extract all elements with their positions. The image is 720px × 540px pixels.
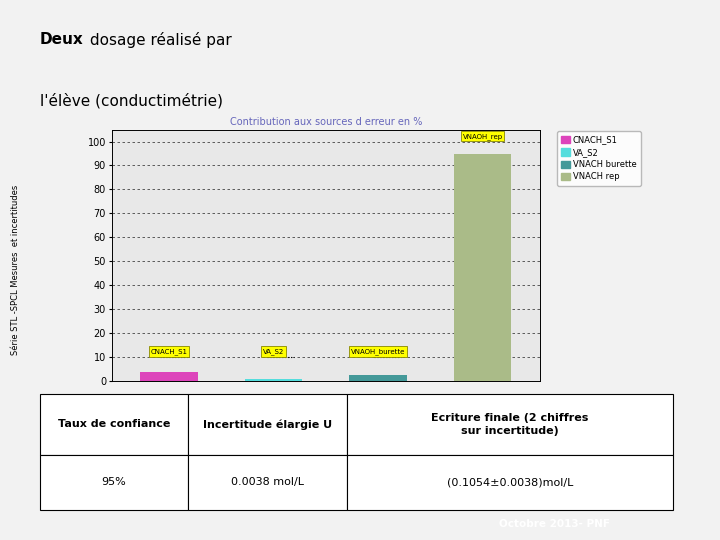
Text: VNAOH_rep: VNAOH_rep bbox=[462, 133, 503, 140]
Text: CNACH_S1: CNACH_S1 bbox=[150, 348, 188, 355]
Text: l'élève (conductimétrie): l'élève (conductimétrie) bbox=[40, 93, 222, 109]
Legend: CNACH_S1, VA_S2, VNACH burette, VNACH rep: CNACH_S1, VA_S2, VNACH burette, VNACH re… bbox=[557, 131, 641, 186]
Bar bbox=[40, 394, 189, 455]
Text: Série STL -SPCL Mesures  et incertitudes: Série STL -SPCL Mesures et incertitudes bbox=[11, 185, 19, 355]
Bar bbox=[454, 153, 511, 381]
Bar bbox=[245, 379, 302, 381]
Text: Deux: Deux bbox=[40, 31, 84, 46]
Text: Octobre 2013- PNF: Octobre 2013- PNF bbox=[499, 519, 610, 529]
Text: 95%: 95% bbox=[102, 477, 127, 488]
Title: Contribution aux sources d erreur en %: Contribution aux sources d erreur en % bbox=[230, 117, 422, 127]
Bar bbox=[189, 394, 347, 455]
Text: dosage réalisé par: dosage réalisé par bbox=[85, 31, 232, 48]
Text: Taux de confiance: Taux de confiance bbox=[58, 420, 170, 429]
Text: Incertitude élargie U: Incertitude élargie U bbox=[203, 419, 332, 430]
Text: Ecriture finale (2 chiffres
sur incertitude): Ecriture finale (2 chiffres sur incertit… bbox=[431, 413, 589, 436]
Text: (0.1054±0.0038)mol/L: (0.1054±0.0038)mol/L bbox=[447, 477, 573, 488]
Bar bbox=[140, 373, 198, 381]
Text: 0.0038 mol/L: 0.0038 mol/L bbox=[231, 477, 304, 488]
Bar bbox=[40, 455, 189, 510]
Bar bbox=[347, 394, 673, 455]
Bar bbox=[349, 375, 407, 381]
Text: VA_S2: VA_S2 bbox=[263, 348, 284, 355]
Bar bbox=[189, 455, 347, 510]
Text: VNAOH_burette: VNAOH_burette bbox=[351, 348, 405, 355]
Bar bbox=[347, 455, 673, 510]
